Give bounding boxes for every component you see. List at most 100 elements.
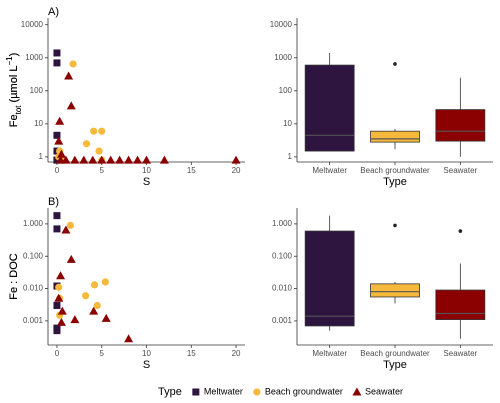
- point: [106, 155, 116, 164]
- x-tick-label: 0: [55, 349, 60, 358]
- point: [54, 136, 64, 145]
- y-tick-label: 10000: [21, 20, 44, 29]
- point: [53, 225, 61, 233]
- x-tick-label: 0: [55, 166, 60, 175]
- y-axis-label: Fetot (µmol L−1): [5, 53, 23, 128]
- x-tick-label: 10: [142, 349, 151, 358]
- y-tick-label: 100: [30, 86, 44, 95]
- y-tick-label: 0.010: [23, 284, 44, 293]
- point: [98, 127, 106, 135]
- legend-marker: [352, 387, 362, 396]
- x-tick-label: Beach groundwater: [360, 166, 430, 175]
- point: [66, 254, 76, 263]
- y-axis-label: Fe : DOC: [8, 253, 20, 300]
- point: [101, 278, 109, 286]
- y-axis-label: Fetot (µmol L−1): [5, 53, 23, 128]
- x-tick-label: 15: [187, 349, 196, 358]
- point: [53, 327, 61, 335]
- point: [69, 60, 77, 68]
- point: [53, 59, 61, 67]
- y-tick-label: 1000: [274, 53, 292, 62]
- point: [79, 155, 89, 164]
- y-label-part: (µmol L: [8, 66, 20, 106]
- y-tick-label: 1.000: [23, 219, 44, 228]
- x-tick-label: 15: [187, 166, 196, 175]
- legend-label: Meltwater: [204, 386, 243, 396]
- y-label-part: Fe: [8, 114, 20, 127]
- y-label-part: −1: [5, 56, 14, 66]
- point: [159, 155, 169, 164]
- point: [124, 155, 134, 164]
- outlier: [393, 62, 397, 66]
- box: [435, 109, 486, 142]
- box: [370, 283, 420, 298]
- box: [435, 289, 486, 320]
- box: [304, 230, 355, 327]
- y-label-part: −1: [5, 56, 14, 66]
- point: [90, 281, 99, 289]
- y-tick-label: 10: [283, 119, 292, 128]
- point: [93, 301, 101, 310]
- x-tick-label: 5: [100, 349, 105, 358]
- y-tick-label: 0.100: [23, 251, 44, 260]
- box: [304, 64, 355, 152]
- y-tick-label: 0.100: [272, 251, 293, 260]
- y-tick-label: 1000: [25, 53, 43, 62]
- point: [231, 155, 241, 164]
- point: [82, 292, 90, 300]
- legend-marker: [192, 388, 200, 396]
- y-tick-label: 10: [34, 119, 43, 128]
- x-tick-label: Seawater: [443, 166, 477, 175]
- x-tick-label: 10: [142, 166, 151, 175]
- y-label-part: Fe : DOC: [8, 253, 20, 300]
- y-tick-label: 10000: [270, 20, 293, 29]
- point: [82, 140, 91, 148]
- x-tick-label: 5: [100, 166, 105, 175]
- point: [56, 149, 66, 158]
- x-axis-label: Type: [383, 359, 407, 371]
- point: [124, 334, 134, 343]
- point: [115, 155, 125, 164]
- point: [142, 155, 151, 164]
- point: [133, 155, 143, 164]
- y-tick-label: 100: [279, 86, 293, 95]
- point: [57, 306, 67, 315]
- y-label-part: tot: [14, 105, 23, 115]
- y-tick-label: 0.010: [272, 284, 293, 293]
- point: [53, 131, 61, 139]
- point: [54, 293, 64, 302]
- y-label-part: ): [8, 53, 20, 57]
- y-tick-label: 0.001: [23, 316, 44, 325]
- point: [53, 49, 61, 57]
- point: [55, 283, 63, 291]
- point: [53, 301, 61, 309]
- point: [89, 306, 99, 315]
- x-tick-label: Seawater: [443, 349, 477, 358]
- outlier: [458, 229, 463, 233]
- point: [97, 155, 107, 164]
- y-label-part: (µmol L: [8, 66, 20, 106]
- y-label-part: ): [8, 53, 20, 57]
- x-tick-label: 20: [232, 166, 241, 175]
- x-tick-label: Meltwater: [312, 349, 347, 358]
- point: [55, 116, 65, 125]
- x-axis-label: S: [143, 176, 150, 188]
- legend-label: Seawater: [365, 386, 403, 396]
- outlier: [393, 223, 397, 228]
- point: [61, 225, 71, 234]
- point: [53, 156, 61, 164]
- x-axis-label: S: [143, 359, 150, 371]
- point: [66, 221, 74, 229]
- y-label-part: Fe: [8, 114, 20, 127]
- point: [64, 71, 74, 80]
- point: [95, 147, 103, 155]
- y-tick-label: 1: [288, 152, 293, 161]
- point: [90, 127, 98, 135]
- point: [70, 315, 80, 324]
- y-axis-label: Fe : DOC: [8, 253, 20, 300]
- point: [61, 155, 71, 164]
- point: [66, 101, 76, 110]
- point: [88, 155, 98, 164]
- panel-label: A): [48, 6, 59, 18]
